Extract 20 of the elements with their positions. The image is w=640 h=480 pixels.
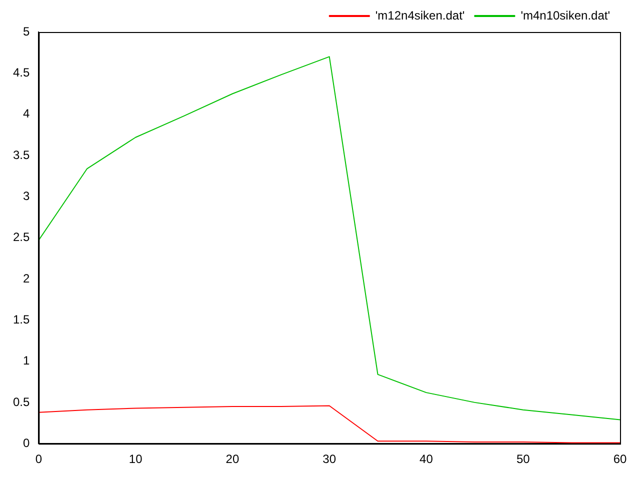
x-tick-label: 30 (322, 452, 336, 466)
y-tick-label: 3.5 (12, 148, 30, 162)
y-tick-label: 2 (22, 271, 30, 286)
x-tick-label: 0 (35, 452, 42, 466)
y-tick-label: 4.5 (12, 65, 30, 80)
y-tick-label: 0.5 (12, 394, 30, 409)
y-tick-label: 5 (22, 24, 30, 38)
x-tick-label: 10 (128, 452, 143, 466)
x-tick-label: 40 (420, 452, 434, 466)
legend-label: 'm4n10siken.dat' (520, 8, 610, 22)
y-tick-label: 1.5 (12, 312, 30, 326)
y-tick-label: 0 (22, 436, 30, 450)
x-tick-label: 60 (613, 452, 627, 466)
y-tick-label: 3 (22, 188, 30, 203)
x-tick-label: 50 (516, 452, 530, 466)
y-tick-label: 1 (22, 354, 30, 368)
x-tick-label: 20 (226, 452, 240, 466)
y-tick-label: 2.5 (12, 230, 30, 244)
y-tick-label: 4 (22, 106, 30, 121)
legend-label: 'm12n4siken.dat' (375, 8, 465, 22)
